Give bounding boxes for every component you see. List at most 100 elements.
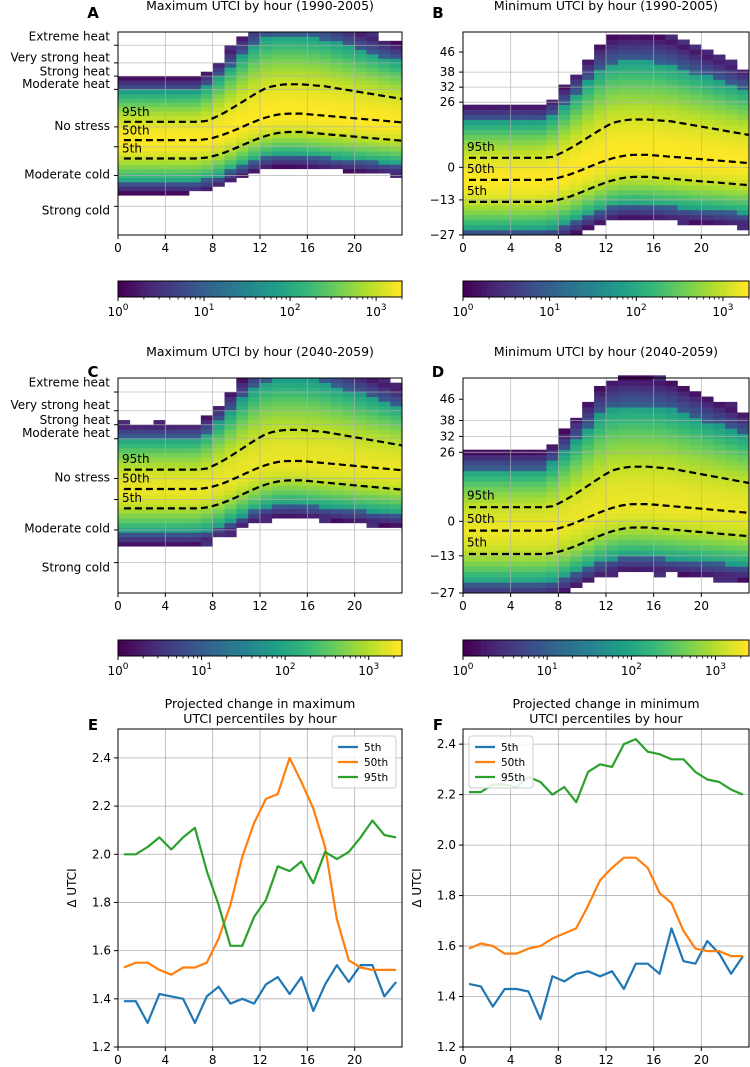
heatmap-cell	[689, 219, 702, 226]
heatmap-cell	[486, 214, 500, 221]
heatmap-cell	[582, 465, 595, 472]
heatmap-cell	[224, 155, 237, 161]
heatmap-cell	[725, 476, 738, 482]
heatmap-cell	[248, 40, 261, 46]
heatmap-cell	[331, 480, 344, 486]
heatmap-cell	[486, 219, 500, 226]
heatmap-cell	[390, 62, 403, 68]
heatmap-cell	[737, 577, 750, 583]
heatmap-cell	[236, 513, 249, 519]
colorbar-segment	[572, 281, 578, 297]
heatmap-cell	[486, 555, 500, 562]
heatmap-cell	[701, 134, 714, 141]
heatmap-cell	[283, 480, 296, 486]
heatmap-cell	[653, 49, 666, 55]
heatmap-cell	[248, 71, 261, 77]
heatmap-cell	[594, 492, 607, 498]
heatmap-cell	[713, 534, 726, 541]
heatmap-cell	[522, 209, 535, 216]
heatmap-cell	[486, 134, 500, 141]
heatmap-cell	[594, 89, 607, 95]
heatmap-cell	[378, 164, 391, 170]
heatmap-cell	[713, 94, 726, 100]
heatmap-cell	[534, 179, 547, 186]
heatmap-cell	[295, 485, 308, 491]
heatmap-cell	[129, 504, 142, 510]
heatmap-cell	[725, 534, 738, 541]
heatmap-cell	[725, 497, 738, 504]
heatmap-cell	[165, 133, 178, 139]
heatmap-cell	[390, 387, 403, 393]
heatmap-cell	[582, 555, 595, 562]
heatmap-cell	[606, 209, 619, 216]
heatmap-cell	[271, 84, 284, 90]
heatmap-cell	[224, 137, 237, 143]
heatmap-cell	[200, 457, 213, 463]
heatmap-cell	[653, 214, 666, 221]
heatmap-cell	[653, 555, 666, 562]
heatmap-cell	[665, 179, 678, 186]
heatmap-cell	[200, 448, 213, 454]
heatmap-cell	[570, 194, 583, 201]
colorbar-segment	[359, 640, 365, 656]
percentile-label: 5th	[467, 535, 487, 549]
colorbar-segment	[345, 640, 351, 656]
heatmap-cell	[236, 76, 249, 81]
heatmap-cell	[463, 534, 476, 541]
heatmap-cell	[737, 209, 750, 216]
heatmap-cell	[129, 471, 142, 477]
heatmap-cell	[342, 76, 355, 81]
heatmap-cell	[534, 214, 547, 221]
colorbar-segment	[250, 281, 256, 297]
heatmap-cell	[606, 119, 619, 126]
heatmap-cell	[331, 466, 344, 472]
heatmap-cell	[283, 490, 296, 496]
colorbar-segment	[505, 640, 512, 656]
heatmap-cell	[129, 177, 142, 183]
heatmap-cell	[617, 209, 631, 216]
heatmap-cell	[189, 522, 202, 528]
heatmap-cell	[260, 111, 273, 117]
y-tick-label: 32	[440, 80, 455, 94]
colorbar-segment	[283, 281, 289, 297]
heatmap-cell	[582, 189, 595, 196]
heatmap-cell	[165, 438, 178, 444]
heatmap-cell	[342, 382, 355, 388]
heatmap-cell	[331, 508, 344, 514]
heatmap-cell	[617, 492, 631, 498]
heatmap-cell	[295, 151, 308, 156]
colorbar-segment	[472, 640, 478, 656]
heatmap-cell	[594, 550, 607, 557]
percentile-curve-50th	[123, 112, 403, 142]
heatmap-cell	[558, 582, 571, 588]
heatmap-cell	[474, 555, 488, 562]
heatmap-cell	[737, 79, 750, 85]
heatmap-cell	[510, 159, 523, 166]
heatmap-cell	[260, 146, 273, 152]
heatmap-cell	[331, 120, 344, 125]
heatmap-cell	[366, 107, 379, 112]
heatmap-cell	[558, 481, 571, 488]
heatmap-cell	[129, 159, 142, 165]
heatmap-cell	[629, 439, 643, 445]
colorbar-segment	[222, 281, 228, 297]
heatmap-cell	[331, 76, 344, 81]
heatmap-cell	[283, 142, 296, 148]
heatmap-cell	[617, 59, 631, 65]
heatmap-cell	[271, 45, 284, 50]
heatmap-cell	[271, 387, 284, 393]
heatmap-cell	[594, 179, 607, 186]
heatmap-cell	[248, 98, 261, 103]
heatmap-cell	[177, 186, 190, 192]
heatmap-cell	[463, 124, 476, 131]
heatmap-cell	[165, 443, 178, 449]
heatmap-cell	[582, 401, 595, 408]
heatmap-cell	[260, 80, 273, 86]
heatmap-cell	[594, 94, 607, 100]
heatmap-cell	[498, 539, 511, 546]
heatmap-cell	[617, 214, 631, 221]
heatmap-cell	[713, 555, 726, 562]
heatmap-cell	[390, 115, 403, 121]
heatmap-cell	[653, 428, 666, 435]
